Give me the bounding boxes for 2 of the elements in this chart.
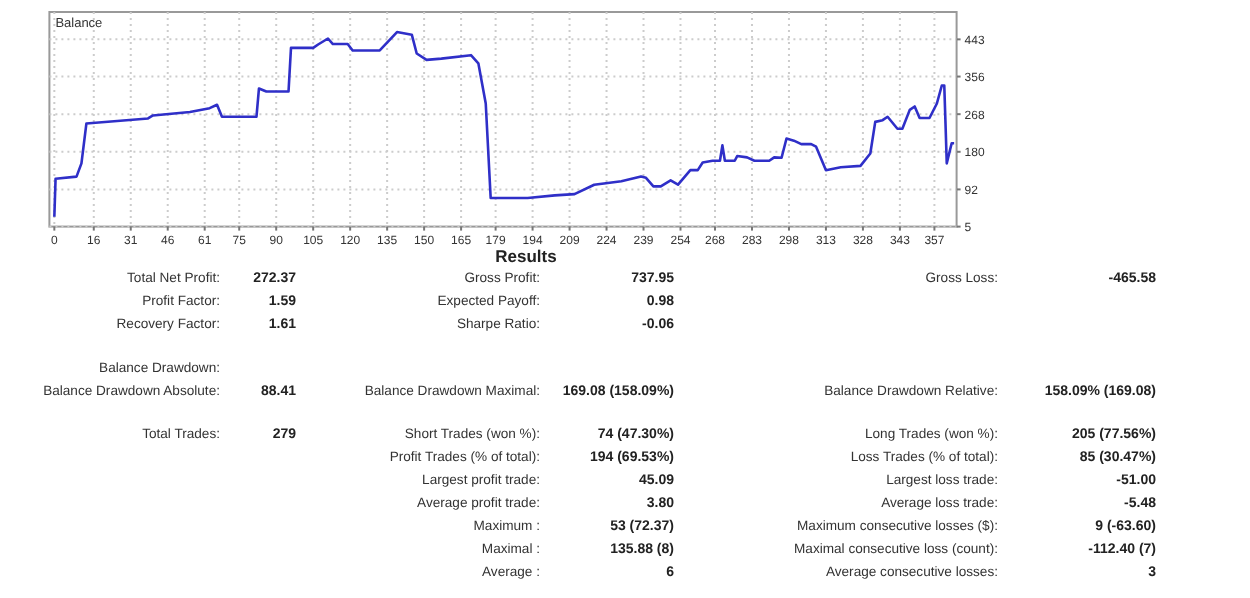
text: Results [495, 246, 558, 266]
line-series [53, 30, 956, 219]
